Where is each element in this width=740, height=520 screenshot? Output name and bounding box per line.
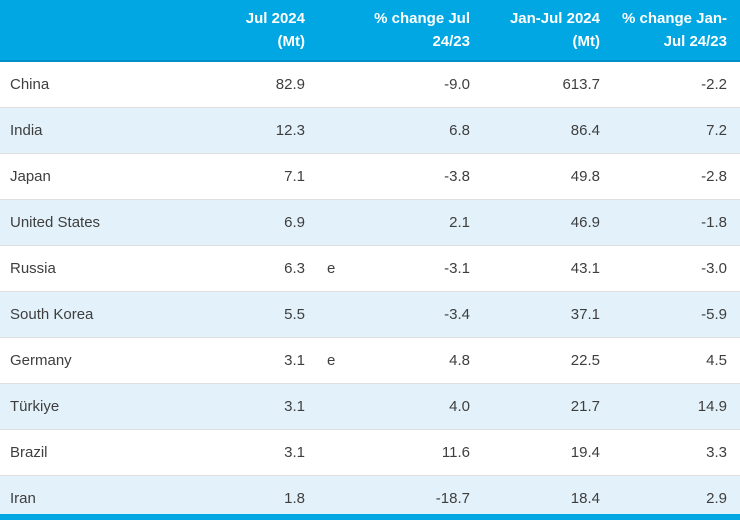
estimate-flag [305, 290, 350, 337]
estimate-flag [305, 198, 350, 245]
country-label: United States [0, 198, 235, 245]
country-label: Iran [0, 474, 235, 520]
table-row-japan: Japan 7.1 -3.8 49.8 -2.8 [0, 152, 740, 199]
pct-change-jul-value: -3.8 [350, 152, 470, 199]
pct-change-jan-jul-value: 4.5 [600, 336, 740, 383]
pct-change-jan-jul-value: 7.2 [600, 106, 740, 153]
jan-jul-2024-value: 43.1 [470, 244, 600, 291]
country-label: Russia [0, 244, 235, 291]
pct-change-jul-value: 4.0 [350, 382, 470, 429]
country-label: Japan [0, 152, 235, 199]
jul-2024-value: 7.1 [235, 152, 305, 199]
jan-jul-2024-value: 46.9 [470, 198, 600, 245]
estimate-flag [305, 474, 350, 520]
table-row-iran: Iran 1.8 -18.7 18.4 2.9 [0, 474, 740, 520]
estimate-flag [305, 106, 350, 153]
jul-2024-value: 3.1 [235, 382, 305, 429]
country-label: Brazil [0, 428, 235, 475]
jan-jul-2024-value: 37.1 [470, 290, 600, 337]
pct-change-jan-jul-value: -1.8 [600, 198, 740, 245]
pct-change-jul-value: 11.6 [350, 428, 470, 475]
table-row-russia: Russia 6.3 e -3.1 43.1 -3.0 [0, 244, 740, 291]
estimate-flag [305, 382, 350, 429]
next-section-header-strip [0, 514, 740, 520]
jan-jul-2024-value: 21.7 [470, 382, 600, 429]
jan-jul-2024-value: 22.5 [470, 336, 600, 383]
header-jan-jul-2024-mt: Jan-Jul 2024 (Mt) [470, 0, 600, 62]
estimate-flag: e [305, 244, 350, 291]
pct-change-jul-value: 6.8 [350, 106, 470, 153]
header-pct-change-jan-jul: % change Jan-Jul 24/23 [600, 0, 740, 62]
table-row-united-states: United States 6.9 2.1 46.9 -1.8 [0, 198, 740, 245]
jul-2024-value: 12.3 [235, 106, 305, 153]
jul-2024-value: 6.9 [235, 198, 305, 245]
header-flag-spacer [305, 0, 350, 62]
country-label: India [0, 106, 235, 153]
table-body: China 82.9 -9.0 613.7 -2.2 India 12.3 6.… [0, 61, 740, 520]
country-label: Türkiye [0, 382, 235, 429]
country-label: South Korea [0, 290, 235, 337]
table-row-turkiye: Türkiye 3.1 4.0 21.7 14.9 [0, 382, 740, 429]
pct-change-jul-value: -3.1 [350, 244, 470, 291]
table-row-germany: Germany 3.1 e 4.8 22.5 4.5 [0, 336, 740, 383]
table-row-china: China 82.9 -9.0 613.7 -2.2 [0, 61, 740, 107]
pct-change-jan-jul-value: 3.3 [600, 428, 740, 475]
table-header: Jul 2024 (Mt) % change Jul 24/23 Jan-Jul… [0, 0, 740, 62]
jul-2024-value: 1.8 [235, 474, 305, 520]
table-row-india: India 12.3 6.8 86.4 7.2 [0, 106, 740, 153]
jan-jul-2024-value: 613.7 [562, 75, 600, 93]
header-country [0, 0, 235, 62]
header-jul-2024-mt: Jul 2024 (Mt) [235, 0, 305, 62]
header-row: Jul 2024 (Mt) % change Jul 24/23 Jan-Jul… [0, 0, 740, 62]
jul-2024-value: 6.3 [235, 244, 305, 291]
estimate-flag [305, 61, 350, 107]
estimate-flag: e [305, 336, 350, 383]
jul-2024-value: 3.1 [235, 336, 305, 383]
pct-change-jul-value: -9.0 [444, 75, 470, 93]
header-pct-change-jul: % change Jul 24/23 [350, 0, 470, 62]
pct-change-jul-value: 4.8 [350, 336, 470, 383]
jul-2024-value: 82.9 [275, 75, 305, 93]
country-label: China [10, 75, 50, 93]
pct-change-jan-jul-value: 2.9 [600, 474, 740, 520]
pct-change-jul-value: 2.1 [350, 198, 470, 245]
jul-2024-value: 5.5 [235, 290, 305, 337]
pct-change-jul-value: -18.7 [350, 474, 470, 520]
pct-change-jan-jul-value: -3.0 [600, 244, 740, 291]
pct-change-jan-jul-value: -5.9 [600, 290, 740, 337]
table-row-south-korea: South Korea 5.5 -3.4 37.1 -5.9 [0, 290, 740, 337]
estimate-flag [305, 428, 350, 475]
pct-change-jan-jul-value: -2.8 [600, 152, 740, 199]
jan-jul-2024-value: 49.8 [470, 152, 600, 199]
jan-jul-2024-value: 18.4 [470, 474, 600, 520]
jan-jul-2024-value: 19.4 [470, 428, 600, 475]
country-label: Germany [0, 336, 235, 383]
jul-2024-value: 3.1 [235, 428, 305, 475]
pct-change-jan-jul-value: 14.9 [600, 382, 740, 429]
table-row-brazil: Brazil 3.1 11.6 19.4 3.3 [0, 428, 740, 475]
pct-change-jan-jul-value: -2.2 [701, 75, 727, 93]
pct-change-jul-value: -3.4 [350, 290, 470, 337]
jan-jul-2024-value: 86.4 [470, 106, 600, 153]
estimate-flag [305, 152, 350, 199]
